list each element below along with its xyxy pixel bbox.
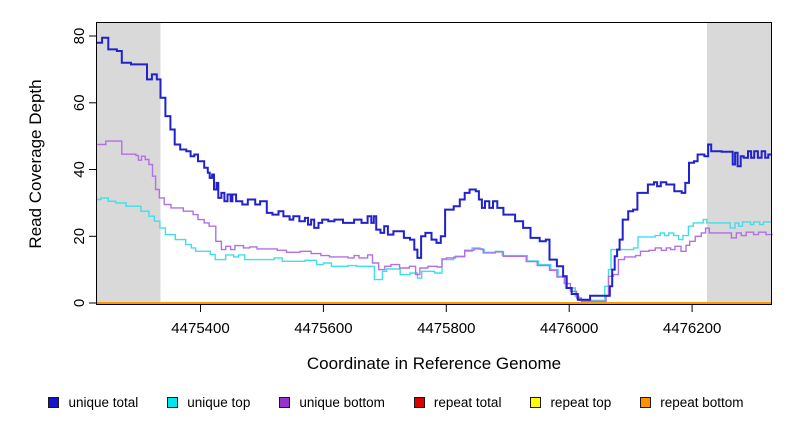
y-tick-label: 0 — [71, 299, 88, 307]
legend-swatch-unique-total — [48, 397, 60, 408]
series-line-unique-bottom — [96, 140, 773, 302]
y-tick-label: 20 — [71, 228, 88, 245]
legend-item-unique-bottom: unique bottom — [279, 395, 385, 410]
legend-item-unique-total: unique total — [48, 395, 138, 410]
legend-label: repeat bottom — [660, 395, 744, 410]
legend-label: unique top — [187, 395, 251, 410]
x-tick-label: 4475600 — [294, 320, 352, 337]
y-axis-label: Read Coverage Depth — [26, 79, 45, 249]
repeat-region-shade — [706, 22, 772, 305]
legend-swatch-repeat-total — [413, 397, 425, 408]
legend-item-repeat-bottom: repeat bottom — [640, 395, 744, 410]
legend-swatch-repeat-bottom — [640, 397, 652, 408]
legend-swatch-repeat-top — [530, 397, 542, 408]
legend-item-unique-top: unique top — [167, 395, 250, 410]
repeat-region-shade — [96, 22, 161, 305]
x-tick-label: 4476200 — [663, 320, 721, 337]
legend-swatch-unique-bottom — [279, 397, 291, 408]
x-tick-label: 4475400 — [171, 320, 229, 337]
legend-swatch-unique-top — [167, 397, 179, 408]
plot-border — [96, 22, 772, 305]
y-tick-label: 80 — [71, 28, 88, 45]
y-tick-label: 60 — [71, 94, 88, 111]
legend: unique total unique top unique bottom repea… — [0, 395, 792, 410]
legend-item-repeat-total: repeat total — [413, 395, 502, 410]
series-line-unique-total — [96, 36, 772, 301]
x-tick-label: 4475800 — [417, 320, 475, 337]
x-tick-label: 4476000 — [540, 320, 598, 337]
legend-label: unique total — [68, 395, 139, 410]
legend-label: unique bottom — [299, 395, 385, 410]
y-tick-label: 40 — [71, 161, 88, 178]
legend-item-repeat-top: repeat top — [530, 395, 611, 410]
x-axis-label: Coordinate in Reference Genome — [306, 354, 562, 373]
legend-label: repeat top — [550, 395, 612, 410]
legend-label: repeat total — [433, 395, 502, 410]
coverage-plot: 4475400 4475600 4475800 4476000 4476200 0 20 40… — [71, 22, 773, 337]
